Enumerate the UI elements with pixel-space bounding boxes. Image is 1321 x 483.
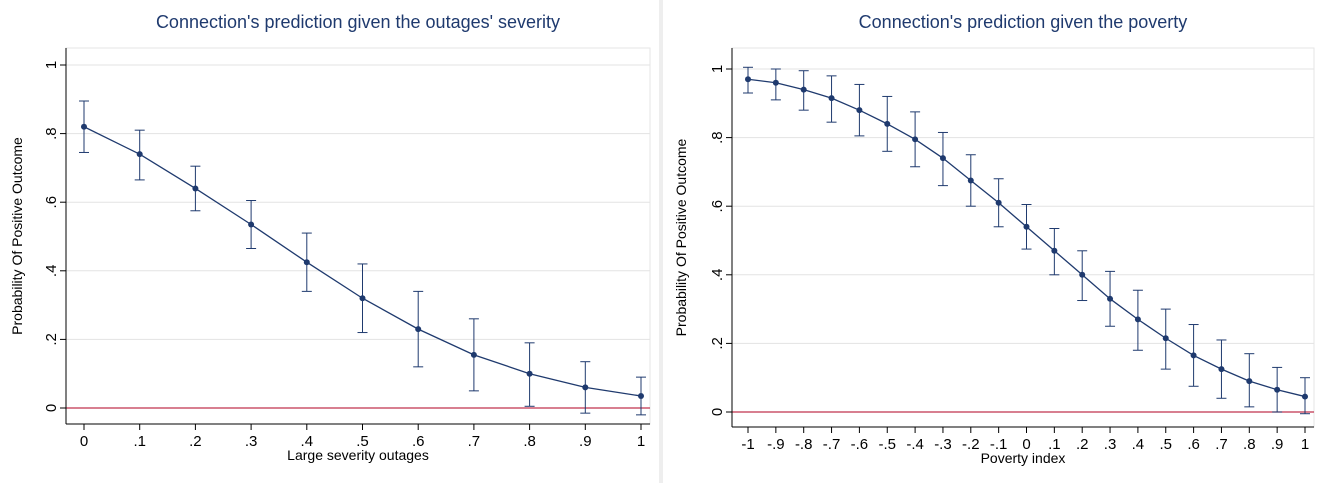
x-tick-label: .5 <box>356 433 369 450</box>
x-tick-label: .3 <box>1104 436 1117 453</box>
data-point <box>1023 223 1030 230</box>
y-tick-label: 0 <box>709 408 726 416</box>
chart-title: Connection's prediction given the outage… <box>156 12 560 32</box>
x-tick-label: -.8 <box>795 436 813 453</box>
data-point <box>884 120 891 127</box>
y-tick-label: .6 <box>709 200 726 213</box>
x-tick-label: .6 <box>412 433 425 450</box>
y-tick-label: .4 <box>43 265 60 278</box>
data-point <box>828 95 835 102</box>
data-point <box>526 370 533 377</box>
data-point <box>1079 271 1086 278</box>
x-tick-label: -.7 <box>823 436 841 453</box>
x-tick-label: -.3 <box>934 436 952 453</box>
y-axis-label: Probability Of Positive Outcome <box>673 138 689 336</box>
y-tick-label: 0 <box>43 404 60 412</box>
x-tick-label: -1 <box>741 436 754 453</box>
x-tick-label: -.1 <box>990 436 1008 453</box>
x-tick-label: .1 <box>1048 436 1061 453</box>
data-point <box>1274 386 1281 393</box>
data-point <box>745 76 751 83</box>
data-point <box>192 185 199 192</box>
data-point <box>1107 295 1114 302</box>
x-tick-label: 1 <box>637 433 645 450</box>
data-point <box>1051 247 1058 254</box>
chart-svg-right: Connection's prediction given the povert… <box>673 12 1315 466</box>
data-point <box>136 151 143 158</box>
data-point <box>995 199 1002 206</box>
data-point <box>415 326 422 333</box>
x-tick-label: 0 <box>1022 436 1030 453</box>
x-tick-label: .2 <box>1076 436 1089 453</box>
x-tick-label: .4 <box>1132 436 1145 453</box>
data-point <box>303 259 310 266</box>
data-point <box>800 86 807 93</box>
data-point <box>248 221 255 228</box>
data-point <box>939 155 946 162</box>
x-tick-label: -.5 <box>878 436 896 453</box>
data-point <box>1302 393 1308 400</box>
y-tick-label: .2 <box>43 333 60 346</box>
x-tick-label: -.6 <box>851 436 869 453</box>
plot-area <box>65 47 651 425</box>
x-tick-label: .6 <box>1187 436 1200 453</box>
data-point <box>772 79 779 86</box>
data-point <box>1246 378 1253 385</box>
x-axis-label: Large severity outages <box>287 447 429 463</box>
data-point <box>856 107 863 114</box>
x-tick-label: .7 <box>1215 436 1228 453</box>
x-tick-label: .7 <box>468 433 481 450</box>
chart-title: Connection's prediction given the povert… <box>859 12 1188 32</box>
x-tick-label: .5 <box>1159 436 1172 453</box>
x-tick-label: .1 <box>133 433 146 450</box>
data-point <box>967 177 974 184</box>
data-point <box>912 136 919 143</box>
x-tick-label: .9 <box>579 433 592 450</box>
data-point <box>81 123 87 130</box>
chart-panel-left: Connection's prediction given the outage… <box>4 6 654 480</box>
y-axis-label: Probability Of Positive Outcome <box>9 137 25 335</box>
y-tick-label: 1 <box>709 65 726 73</box>
plot-area <box>731 47 1315 428</box>
data-point <box>470 351 477 358</box>
y-tick-label: .4 <box>709 269 726 282</box>
data-point <box>1134 316 1141 323</box>
x-tick-label: -.9 <box>767 436 785 453</box>
x-tick-label: .8 <box>523 433 536 450</box>
x-tick-label: -.4 <box>906 436 924 453</box>
x-tick-label: -.2 <box>962 436 980 453</box>
x-tick-label: 0 <box>80 433 88 450</box>
data-point <box>638 392 644 399</box>
x-tick-label: .2 <box>189 433 202 450</box>
x-tick-label: .3 <box>245 433 258 450</box>
x-tick-label: .9 <box>1271 436 1284 453</box>
x-tick-label: .4 <box>301 433 314 450</box>
y-tick-label: .2 <box>709 337 726 350</box>
data-point <box>1190 352 1197 359</box>
panel-divider <box>659 0 663 483</box>
chart-svg-left: Connection's prediction given the outage… <box>9 12 651 463</box>
x-tick-label: 1 <box>1301 436 1309 453</box>
chart-panel-right: Connection's prediction given the povert… <box>668 6 1318 480</box>
y-tick-label: .8 <box>709 131 726 144</box>
y-tick-label: .8 <box>43 127 60 140</box>
data-point <box>582 384 589 391</box>
data-point <box>1218 366 1225 373</box>
data-point <box>1162 335 1169 342</box>
y-tick-label: 1 <box>43 61 60 69</box>
data-point <box>359 295 366 302</box>
x-tick-label: .8 <box>1243 436 1256 453</box>
y-tick-label: .6 <box>43 196 60 209</box>
x-axis-label: Poverty index <box>981 450 1066 466</box>
